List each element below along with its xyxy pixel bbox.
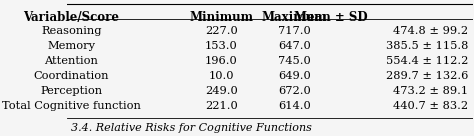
Text: 745.0: 745.0 [278, 56, 310, 66]
Text: Attention: Attention [44, 56, 98, 66]
Text: Memory: Memory [47, 41, 95, 51]
Text: 289.7 ± 132.6: 289.7 ± 132.6 [386, 71, 469, 81]
Text: 647.0: 647.0 [278, 41, 310, 51]
Text: Coordination: Coordination [34, 71, 109, 81]
Text: 10.0: 10.0 [209, 71, 234, 81]
Text: 249.0: 249.0 [205, 86, 237, 96]
Text: 440.7 ± 83.2: 440.7 ± 83.2 [393, 101, 469, 111]
Text: Perception: Perception [40, 86, 102, 96]
Text: 649.0: 649.0 [278, 71, 310, 81]
Text: 221.0: 221.0 [205, 101, 237, 111]
Text: 196.0: 196.0 [205, 56, 237, 66]
Text: 385.5 ± 115.8: 385.5 ± 115.8 [386, 41, 469, 51]
Text: 717.0: 717.0 [278, 26, 310, 36]
Text: Maximum: Maximum [262, 10, 327, 24]
Text: Total Cognitive function: Total Cognitive function [2, 101, 141, 111]
Text: 554.4 ± 112.2: 554.4 ± 112.2 [386, 56, 469, 66]
Text: 672.0: 672.0 [278, 86, 310, 96]
Text: Variable/Score: Variable/Score [23, 10, 119, 24]
Text: Reasoning: Reasoning [41, 26, 101, 36]
Text: 3.4. Relative Risks for Cognitive Functions: 3.4. Relative Risks for Cognitive Functi… [71, 123, 312, 133]
Text: 227.0: 227.0 [205, 26, 237, 36]
Text: 474.8 ± 99.2: 474.8 ± 99.2 [393, 26, 469, 36]
Text: 614.0: 614.0 [278, 101, 310, 111]
Text: 473.2 ± 89.1: 473.2 ± 89.1 [393, 86, 469, 96]
Text: Minimum: Minimum [189, 10, 253, 24]
Text: Mean ± SD: Mean ± SD [293, 10, 367, 24]
Text: 153.0: 153.0 [205, 41, 237, 51]
